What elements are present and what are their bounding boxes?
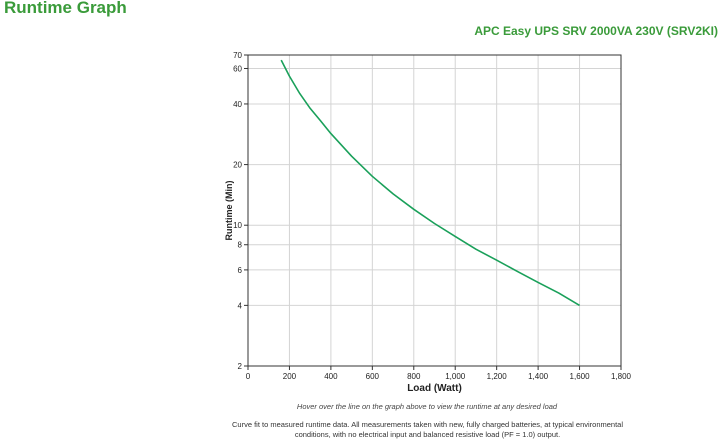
y-tick-label: 20 [233, 161, 242, 170]
fit-note-line-2: conditions, with no electrical input and… [294, 430, 561, 439]
runtime-series-line [280, 59, 581, 307]
series-layer [280, 59, 581, 307]
x-tick-label: 0 [246, 372, 251, 381]
x-tick-label: 1,200 [487, 372, 508, 381]
y-tick-label: 4 [238, 301, 243, 310]
y-tick-label: 60 [233, 64, 242, 73]
y-tick-label: 70 [233, 51, 242, 60]
x-tick-label: 800 [407, 372, 421, 381]
hover-note: Hover over the line on the graph above t… [296, 402, 558, 411]
grid-lines [248, 55, 621, 366]
y-tick-label: 10 [233, 221, 242, 230]
y-axis-label: Runtime (Min) [224, 181, 234, 241]
product-title: APC Easy UPS SRV 2000VA 230V (SRV2KI) [474, 24, 718, 38]
x-axis-label: Load (Watt) [407, 383, 462, 394]
y-tick-label: 40 [233, 100, 242, 109]
x-tick-label: 1,600 [570, 372, 591, 381]
runtime-chart: 0 200 400 600 800 1,000 1,200 1,400 1,600 1,800 2 4… [224, 51, 632, 394]
fit-note: Curve fit to measured runtime data. All … [215, 420, 640, 440]
plot-frame [247, 54, 622, 367]
x-tick-label: 1,000 [445, 372, 466, 381]
y-tick-label: 6 [238, 266, 243, 275]
page-title: Runtime Graph [4, 0, 127, 17]
y-tick-label: 2 [238, 362, 243, 371]
x-tick-label: 400 [324, 372, 338, 381]
x-tick-label: 200 [283, 372, 297, 381]
fit-note-line-1: Curve fit to measured runtime data. All … [231, 420, 624, 429]
axis-ticks: 0 200 400 600 800 1,000 1,200 1,400 1,600 1,800 2 4… [233, 51, 631, 381]
y-tick-label: 8 [238, 241, 243, 250]
x-tick-label: 1,400 [528, 372, 549, 381]
x-tick-label: 1,800 [611, 372, 632, 381]
x-tick-label: 600 [366, 372, 380, 381]
